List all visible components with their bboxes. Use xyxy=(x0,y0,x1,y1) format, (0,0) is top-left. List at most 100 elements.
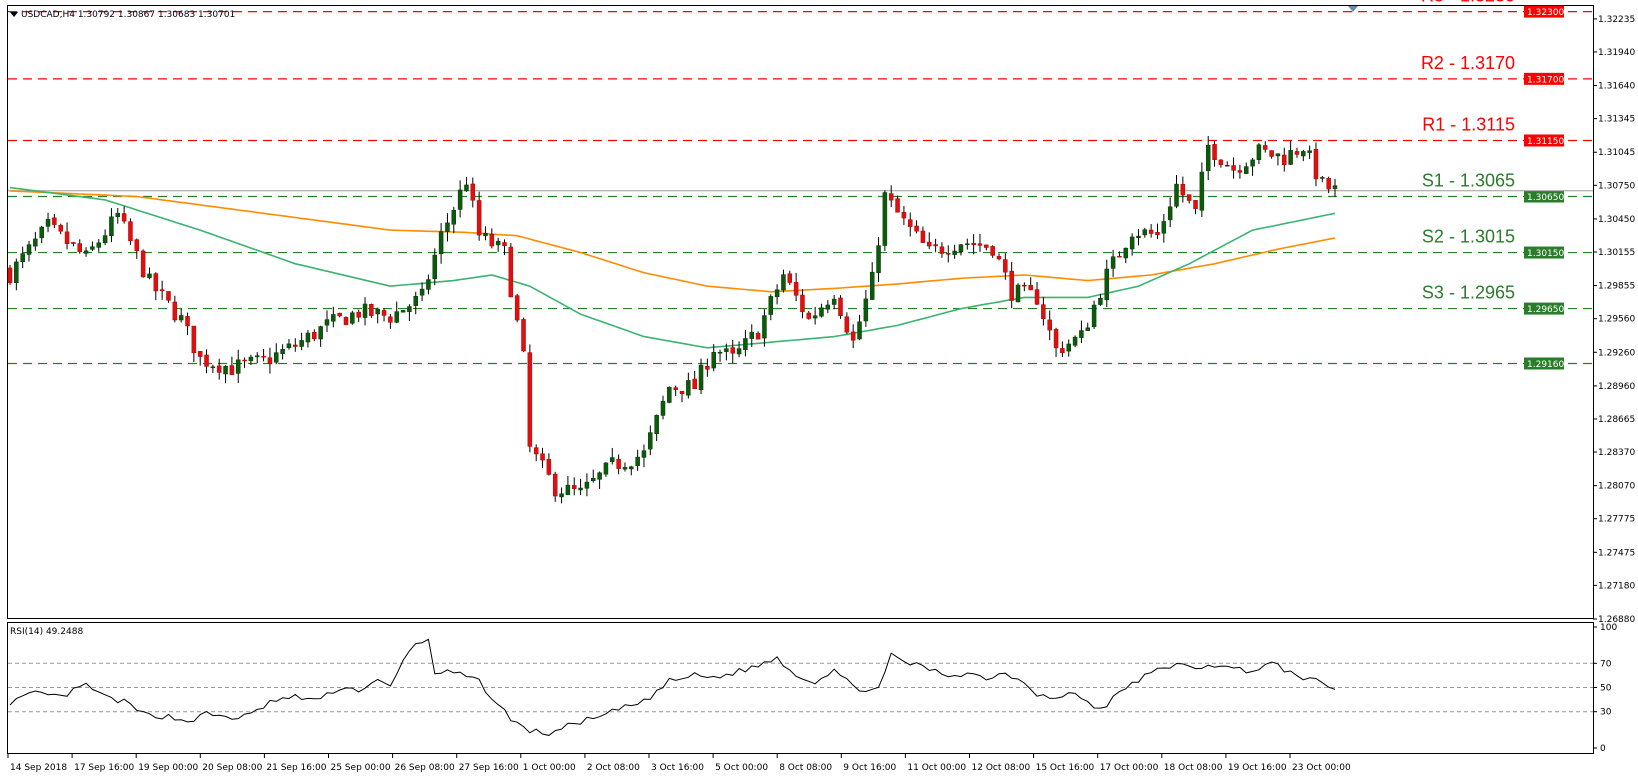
candle xyxy=(1003,253,1008,280)
rsi-tick-label: 100 xyxy=(1600,623,1617,633)
time-tick-label: 25 Sep 00:00 xyxy=(331,763,391,773)
candle-body-bull xyxy=(1167,206,1173,221)
candle-body-bull xyxy=(20,253,25,262)
candle xyxy=(603,462,609,477)
level-label-s2: S2 - 1.3015 xyxy=(1422,227,1515,247)
candle xyxy=(533,444,539,462)
candle xyxy=(1098,293,1103,306)
candle-body-bear xyxy=(552,473,558,497)
candle-body-bull xyxy=(274,352,279,363)
candle xyxy=(305,329,311,348)
time-tick-label: 8 Oct 08:00 xyxy=(779,763,832,773)
candle-body-bear xyxy=(907,219,913,227)
time-tick-label: 15 Oct 16:00 xyxy=(1036,763,1095,773)
candle xyxy=(1129,233,1135,256)
candle-body-bear xyxy=(489,234,495,247)
candle-body-bear xyxy=(1193,200,1198,209)
scroll-marker-icon[interactable] xyxy=(1348,6,1358,12)
candle xyxy=(457,180,463,218)
candle-body-bull xyxy=(1066,343,1071,352)
candle-body-bull xyxy=(495,240,501,246)
candle-body-bear xyxy=(1231,165,1236,171)
candle-body-bear xyxy=(996,256,1002,260)
candle-body-bull xyxy=(781,274,786,291)
candle xyxy=(1231,157,1236,179)
candle-body-bull xyxy=(331,314,336,322)
candle-body-bull xyxy=(14,261,19,283)
candle-body-bear xyxy=(850,331,856,341)
level-tag-text-r3: 1.32300 xyxy=(1527,8,1564,18)
candle xyxy=(337,312,342,318)
candle-body-bear xyxy=(121,213,127,222)
candle-body-bull xyxy=(1098,297,1103,305)
level-tag-s3 xyxy=(1524,302,1564,315)
candle xyxy=(197,351,203,366)
candle xyxy=(736,341,742,358)
candle-body-bull xyxy=(1332,185,1338,189)
candle-body-bull xyxy=(1205,144,1211,172)
candle xyxy=(914,220,919,234)
candle-body-bull xyxy=(451,210,457,225)
symbol-menu-icon[interactable] xyxy=(10,12,18,17)
candle-body-bear xyxy=(939,246,945,254)
candle xyxy=(64,222,70,250)
candle xyxy=(1053,327,1059,357)
moving-average-fast-line xyxy=(9,186,1336,349)
candle-body-bear xyxy=(356,311,361,318)
rsi-tick-label: 50 xyxy=(1600,684,1612,694)
candle xyxy=(1117,251,1122,258)
candle xyxy=(140,249,146,278)
candle xyxy=(527,344,533,453)
price-tick-label: 1.31940 xyxy=(1598,48,1635,58)
candle-body-bull xyxy=(831,298,837,305)
candle xyxy=(1167,197,1173,228)
candle-body-bear xyxy=(1053,329,1059,349)
time-tick-label: 14 Sep 2018 xyxy=(10,763,67,773)
candle-body-bear xyxy=(242,359,247,362)
candle xyxy=(882,190,888,251)
candle xyxy=(863,289,869,327)
candle-body-bull xyxy=(1275,153,1281,157)
candle-body-bear xyxy=(1148,229,1154,234)
candle xyxy=(33,232,38,251)
candle-body-bear xyxy=(476,200,482,236)
level-tag-s4 xyxy=(1524,357,1564,370)
candle-body-bull xyxy=(724,348,729,352)
candle-body-bear xyxy=(616,458,621,469)
candle-body-bear xyxy=(312,331,317,340)
price-tick-label: 1.31045 xyxy=(1598,148,1635,158)
candle-body-bear xyxy=(159,289,165,291)
candle-body-bull xyxy=(1250,159,1255,167)
candle xyxy=(1041,296,1046,326)
candle xyxy=(521,317,526,353)
candle-body-bull xyxy=(597,472,602,480)
candle-body-bear xyxy=(369,304,374,316)
candle xyxy=(641,444,647,468)
candle xyxy=(1180,176,1186,203)
level-tag-text-s2: 1.30150 xyxy=(1527,249,1564,259)
candle-body-bull xyxy=(400,310,406,313)
candle xyxy=(946,245,951,263)
candle xyxy=(204,349,209,374)
candle xyxy=(419,282,425,301)
candle xyxy=(977,233,983,252)
candle-body-bear xyxy=(1028,284,1033,291)
candle xyxy=(838,295,843,319)
candle xyxy=(698,358,704,395)
candle-body-bull xyxy=(686,380,691,396)
candle-body-bear xyxy=(64,231,70,244)
level-label-s1: S1 - 1.3065 xyxy=(1422,171,1515,191)
candle-body-bull xyxy=(1123,247,1129,259)
time-tick-label: 20 Sep 08:00 xyxy=(202,763,262,773)
candle-body-bear xyxy=(571,485,577,489)
candle-body-bear xyxy=(705,365,710,370)
candle xyxy=(907,212,913,237)
time-tick-label: 2 Oct 08:00 xyxy=(587,763,640,773)
candle xyxy=(1307,145,1312,159)
candle xyxy=(400,310,406,313)
candle xyxy=(299,332,304,351)
candle xyxy=(451,206,457,234)
level-tag-text-r1: 1.31150 xyxy=(1527,137,1564,147)
candle-body-bear xyxy=(946,252,951,255)
candle xyxy=(711,344,716,372)
